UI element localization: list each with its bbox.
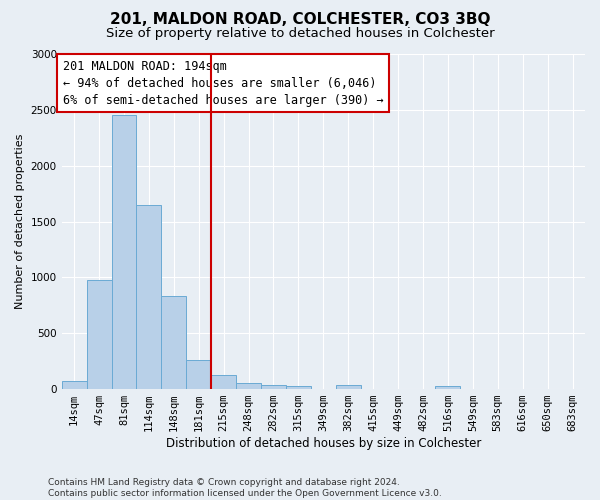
Bar xyxy=(161,296,186,389)
Bar xyxy=(112,116,136,389)
Bar xyxy=(286,386,311,389)
Y-axis label: Number of detached properties: Number of detached properties xyxy=(15,134,25,309)
Bar xyxy=(186,360,211,389)
Bar xyxy=(86,280,112,389)
Bar xyxy=(336,384,361,389)
X-axis label: Distribution of detached houses by size in Colchester: Distribution of detached houses by size … xyxy=(166,437,481,450)
Bar xyxy=(436,386,460,389)
Text: Size of property relative to detached houses in Colchester: Size of property relative to detached ho… xyxy=(106,28,494,40)
Bar xyxy=(62,380,86,389)
Text: 201, MALDON ROAD, COLCHESTER, CO3 3BQ: 201, MALDON ROAD, COLCHESTER, CO3 3BQ xyxy=(110,12,490,28)
Bar xyxy=(211,374,236,389)
Bar xyxy=(236,383,261,389)
Bar xyxy=(136,205,161,389)
Text: Contains HM Land Registry data © Crown copyright and database right 2024.
Contai: Contains HM Land Registry data © Crown c… xyxy=(48,478,442,498)
Bar xyxy=(261,384,286,389)
Text: 201 MALDON ROAD: 194sqm
← 94% of detached houses are smaller (6,046)
6% of semi-: 201 MALDON ROAD: 194sqm ← 94% of detache… xyxy=(63,60,383,106)
